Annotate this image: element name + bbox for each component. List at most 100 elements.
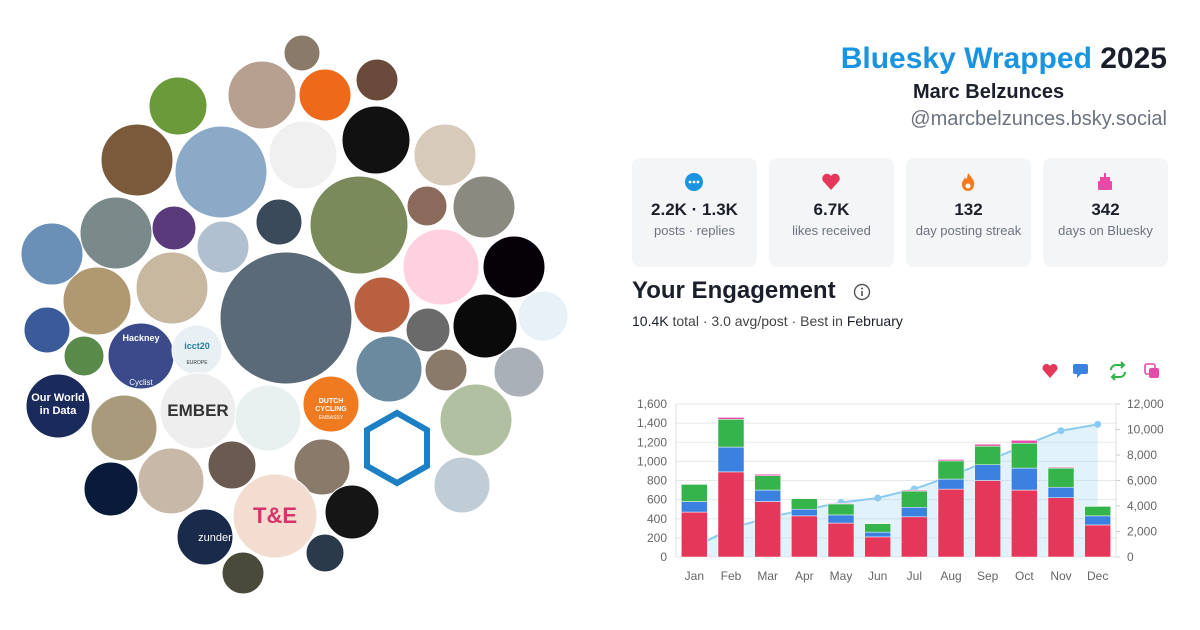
y2-tick-label: 2,000	[1127, 525, 1157, 539]
avatar-text: T&E	[253, 503, 297, 528]
avatar	[90, 394, 158, 462]
stat-label: posts · replies	[654, 223, 735, 238]
legend-icon	[1149, 368, 1159, 378]
stat-label: day posting streak	[915, 223, 1022, 238]
avatar	[20, 222, 84, 286]
bar-segment	[827, 502, 855, 505]
avatar	[25, 373, 91, 439]
x-tick-label: Sep	[977, 569, 999, 583]
user-handle: @marcbelzunces.bsky.social	[910, 108, 1167, 130]
x-tick-label: Oct	[1015, 569, 1034, 583]
bar-segment	[974, 443, 1001, 447]
x-tick-label: May	[830, 569, 853, 583]
summary-text: Best in	[800, 313, 843, 329]
y-tick-label: 1,200	[637, 435, 667, 449]
avatar-text: EMBASSY	[319, 415, 344, 421]
avatar	[148, 76, 208, 136]
bar-segment	[1084, 515, 1111, 526]
avatar	[137, 447, 205, 515]
avatar	[293, 438, 351, 496]
avatar	[174, 125, 268, 219]
stat-icon	[822, 173, 840, 190]
avatar	[63, 335, 105, 377]
avatar	[493, 346, 545, 398]
bar-segment	[791, 498, 818, 510]
avatar-text: icct20	[184, 341, 210, 351]
bar-segment	[754, 474, 781, 476]
avatar	[355, 58, 399, 102]
avatar	[355, 335, 423, 403]
avatar	[341, 105, 411, 175]
avatar	[83, 461, 139, 517]
avatar	[234, 384, 302, 452]
bar-segment	[974, 464, 1001, 481]
stat-card: 342 days on Bluesky	[1043, 158, 1168, 267]
avatar	[406, 185, 448, 227]
stat-label: likes received	[792, 223, 871, 238]
y-tick-label: 1,400	[637, 416, 667, 430]
avatar	[309, 175, 409, 275]
avatar-text: Our World	[31, 392, 85, 404]
stat-card: 2.2K · 1.3K posts · replies	[632, 158, 757, 267]
bar-segment	[827, 514, 855, 524]
stat-icon	[961, 173, 975, 191]
y2-tick-label: 4,000	[1127, 499, 1157, 513]
bar-segment	[1011, 489, 1038, 558]
avatar-text: Cyclist	[129, 378, 153, 387]
avatar-text: CYCLING	[315, 406, 347, 413]
bar-segment	[827, 522, 855, 558]
bar-segment	[1084, 524, 1111, 558]
line-point	[1094, 420, 1102, 428]
x-tick-label: Jan	[685, 569, 704, 583]
avatar	[405, 307, 451, 353]
info-icon[interactable]	[853, 283, 871, 301]
avatar	[439, 383, 513, 457]
x-tick-label: Jun	[868, 569, 887, 583]
bar-segment	[717, 417, 745, 420]
avatar	[176, 508, 234, 566]
stat-icon	[685, 173, 703, 191]
avatar	[196, 220, 250, 274]
bar-segment	[1047, 466, 1075, 469]
bar-segment	[937, 488, 965, 558]
stat-value: 2.2K · 1.3K	[651, 200, 738, 219]
x-tick-label: Feb	[721, 569, 742, 583]
avatar	[135, 251, 209, 325]
y2-tick-label: 10,000	[1127, 423, 1164, 437]
bar-segment	[901, 489, 928, 492]
bar-segment	[827, 503, 855, 516]
bar-segment	[1047, 497, 1075, 558]
title-year: 2025	[1100, 42, 1167, 75]
avatar	[452, 293, 518, 359]
avatar-text: in Data	[40, 405, 78, 417]
y2-tick-label: 0	[1127, 550, 1134, 564]
bar-segment	[754, 475, 781, 491]
x-tick-label: Apr	[795, 569, 814, 583]
stat-value: 132	[954, 200, 983, 219]
avatar	[283, 34, 321, 72]
y-tick-label: 800	[647, 474, 667, 488]
avatar	[413, 123, 477, 187]
stat-card: 132 day posting streak	[906, 158, 1031, 267]
bar-segment	[937, 460, 965, 480]
stat-label: days on Bluesky	[1058, 223, 1153, 238]
avatar	[221, 551, 265, 595]
avatar	[62, 266, 132, 336]
summary-text: total	[672, 313, 699, 329]
legend-icon	[1073, 364, 1088, 378]
bar-segment	[864, 531, 891, 538]
avatar-text: zunder	[198, 532, 232, 544]
y-tick-label: 600	[647, 493, 667, 507]
avatar	[424, 348, 468, 392]
avatar	[207, 440, 257, 490]
avatar-text: EUROPE	[186, 360, 208, 366]
separator: ·	[702, 313, 708, 329]
y2-tick-label: 6,000	[1127, 474, 1157, 488]
stat-value: 6.7K	[813, 200, 850, 219]
bar-segment	[681, 511, 708, 558]
x-tick-label: Aug	[940, 569, 961, 583]
avatar	[517, 290, 569, 342]
y2-tick-label: 8,000	[1127, 448, 1157, 462]
bar-segment	[901, 516, 928, 558]
